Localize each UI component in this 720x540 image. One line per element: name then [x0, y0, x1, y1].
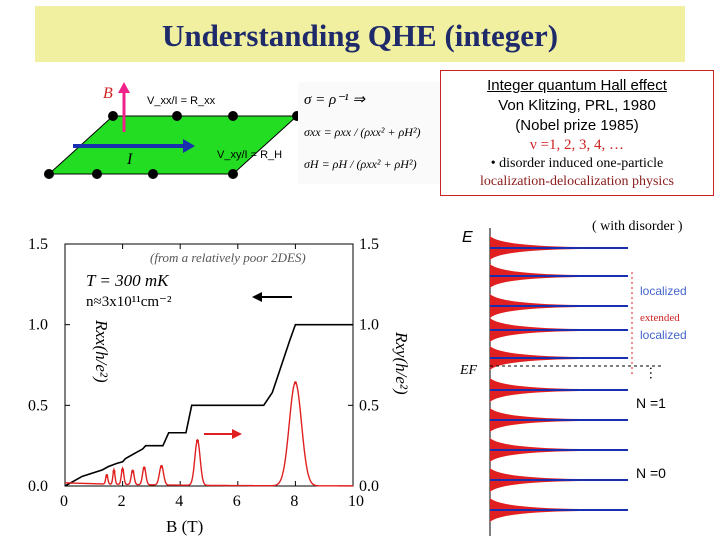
info-localization: localization-delocalization physics	[480, 174, 674, 189]
info-prize: (Nobel prize 1985)	[515, 117, 639, 134]
hall-bar-diagram: B I V_xx/I = R_xx V_xy/I = R_H	[44, 82, 302, 179]
rxx-peak-point	[112, 469, 116, 473]
rxx-peak-point	[131, 469, 135, 473]
info-box: Integer quantum Hall effect Von Klitzing…	[440, 70, 714, 196]
y-right-tick-label: 0.0	[359, 478, 379, 495]
localized-lower-label: localized	[640, 328, 687, 342]
axis-ticks: 0 2 4 6 8 100.00.51.01.50.00.51.01.5	[28, 236, 379, 510]
y-right-tick-label: 1.0	[359, 317, 379, 334]
with-disorder-label: ( with disorder )	[592, 219, 683, 234]
formula-inverse: σ = ρ⁻¹ ⇒	[304, 92, 366, 108]
info-heading: Integer quantum Hall effect	[487, 77, 667, 94]
rxx-peak-point	[121, 468, 125, 472]
rxx-line	[64, 381, 354, 487]
rxx-peak-point	[293, 381, 297, 385]
ellipsis-label: …	[646, 366, 661, 380]
y-left-tick-label: 1.5	[28, 236, 48, 253]
qhe-chart: 0 2 4 6 8 100.00.51.01.50.00.51.01.5 (from a …	[28, 236, 411, 536]
fermi-label: EF	[459, 363, 478, 378]
plot-frame	[64, 243, 354, 487]
n1-label: N =1	[636, 395, 666, 411]
slide-title: Understanding QHE (integer)	[161, 18, 559, 53]
formula-box: σ = ρ⁻¹ ⇒ σxx = ρxx / (ρxx² + ρH²) σH = …	[298, 82, 448, 184]
x-tick-label: 2	[118, 493, 126, 510]
rxx-peak-point	[159, 465, 163, 469]
y-right-tick-label: 0.5	[359, 397, 379, 414]
y-right-label: Rxy(h/e²)	[392, 331, 411, 395]
density-label: n≈3x10¹¹cm⁻²	[86, 294, 172, 310]
title-bar: Understanding QHE (integer)	[35, 6, 685, 62]
rxx-label: V_xx/I = R_xx	[147, 95, 216, 107]
temperature-label: T = 300 mK	[86, 271, 170, 290]
rxy-axis-arrow-head	[252, 292, 262, 302]
series-layer	[64, 323, 354, 487]
chart-note: (from a relatively poor 2DES)	[150, 250, 306, 265]
rxx-peak-point	[142, 466, 146, 470]
i-label: I	[126, 151, 133, 168]
y-left-tick-label: 0.5	[28, 397, 48, 414]
rxx-peak-point	[195, 439, 199, 443]
formula-sigma-h: σH = ρH / (ρxx² + ρH²)	[304, 157, 417, 171]
n0-label: N =0	[636, 465, 666, 481]
info-disorder: • disorder induced one-particle	[490, 156, 664, 171]
energy-label: E	[462, 229, 473, 246]
x-tick-label: 8	[290, 493, 298, 510]
rxx-peak-point	[105, 474, 109, 478]
x-tick-label: 10	[348, 493, 364, 510]
info-nu: ν =1, 2, 3, 4, …	[530, 137, 624, 153]
x-axis-label: B (T)	[166, 517, 203, 536]
rxy-label: V_xy/I = R_H	[217, 149, 282, 161]
info-citation: Von Klitzing, PRL, 1980	[498, 97, 656, 114]
b-field-arrow-head	[118, 82, 130, 93]
extended-label: extended	[640, 312, 680, 324]
current-arrow-head	[183, 139, 195, 153]
density-of-states: E ( with disorder ) EF localized extende…	[459, 219, 687, 536]
localized-upper-label: localized	[640, 284, 687, 298]
rxx-axis-arrow-head	[232, 429, 242, 439]
x-tick-label: 6	[233, 493, 241, 510]
b-label: B	[103, 85, 113, 102]
x-tick-label: 4	[175, 493, 183, 510]
dos-peaks	[490, 236, 630, 522]
arrow-layer	[204, 292, 292, 439]
rxy-hall-line	[64, 323, 353, 487]
y-right-tick-label: 1.5	[359, 236, 379, 253]
formula-sigma-xx: σxx = ρxx / (ρxx² + ρH²)	[304, 125, 421, 139]
y-left-tick-label: 1.0	[28, 317, 48, 334]
hall-bar-contacts	[44, 111, 302, 179]
x-tick-label: 0	[60, 493, 68, 510]
y-left-tick-label: 0.0	[28, 478, 48, 495]
y-left-label: Rxx(h/e²)	[92, 319, 111, 383]
